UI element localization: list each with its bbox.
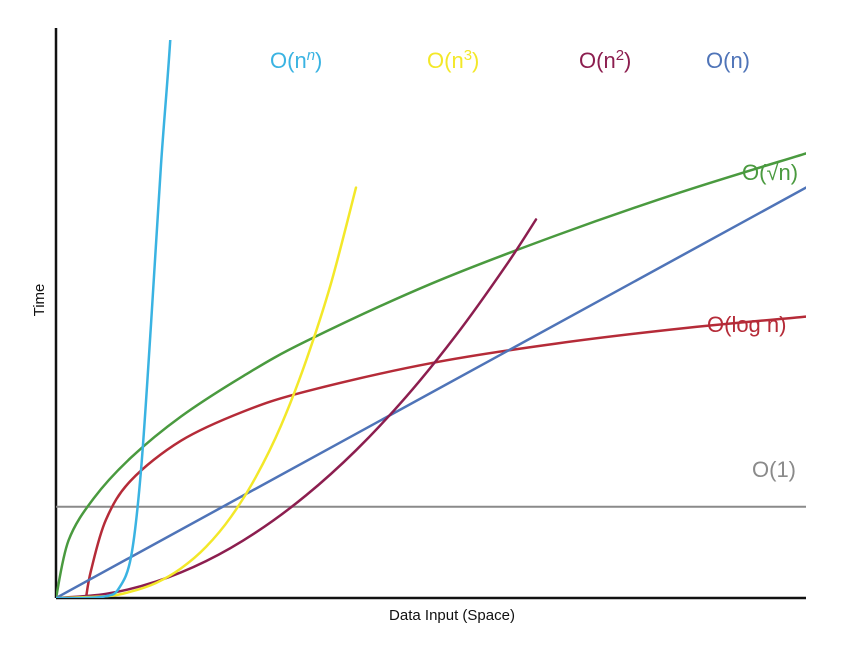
series-line-n-cubed	[56, 186, 358, 598]
label-layer: O(nn) O(n3) O(n2) O(n) O(√n) O(log n) O(1)	[270, 47, 798, 482]
series-line-n-power-n	[56, 40, 172, 598]
series-label-constant: O(1)	[752, 457, 796, 482]
series-label-n-cubed: O(n3)	[427, 47, 479, 73]
series-line-sqrt-n	[56, 152, 806, 598]
series-label-linear: O(n)	[706, 48, 750, 73]
y-axis-title: Time	[31, 284, 48, 317]
series-line-n-squared	[56, 218, 538, 598]
x-axis-title: Data Input (Space)	[389, 607, 515, 624]
series-line-log-n	[84, 315, 806, 598]
series-label-log-n: O(log n)	[707, 312, 786, 337]
series-label-n-squared: O(n2)	[579, 47, 631, 73]
series-label-sqrt-n: O(√n)	[742, 160, 798, 185]
series-label-n-power-n: O(nn)	[270, 47, 322, 73]
series-layer	[56, 40, 806, 598]
series-line-linear	[56, 186, 806, 598]
